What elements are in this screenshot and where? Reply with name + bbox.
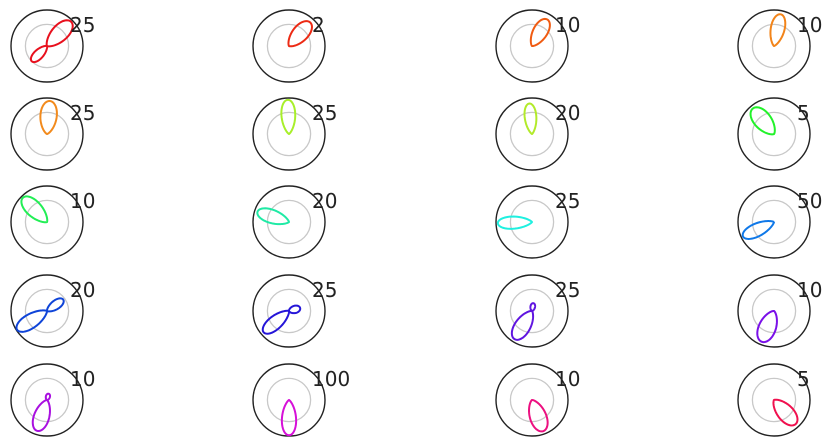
radial-grid-circle: [509, 199, 555, 245]
polar-frame: [495, 97, 569, 171]
radial-max-label: 10: [70, 189, 95, 213]
polar-frame: [252, 185, 326, 259]
radial-max-label: 25: [312, 278, 337, 302]
radial-max-label: 25: [555, 189, 580, 213]
polar-panel: 20: [252, 185, 337, 259]
radial-max-label: 25: [555, 278, 580, 302]
polar-frame: [10, 274, 84, 348]
polar-panel: 10: [737, 9, 822, 83]
polar-frame: [737, 185, 811, 259]
series-line: [510, 302, 537, 341]
polar-panel: 25: [10, 97, 95, 171]
polar-panel: 10: [10, 185, 95, 259]
series-line: [280, 98, 297, 135]
radial-grid-circle: [509, 111, 555, 157]
polar-panel: 10: [495, 363, 580, 437]
polar-panel: 25: [10, 9, 95, 83]
polar-frame: [10, 97, 84, 171]
series-line: [749, 106, 776, 136]
series-line: [29, 19, 74, 64]
polar-frame: [737, 363, 811, 437]
series-line: [39, 99, 58, 135]
series-line: [756, 309, 778, 344]
radial-grid-circle: [751, 377, 797, 423]
radial-grid-circle: [509, 23, 555, 69]
series-line: [769, 13, 787, 47]
radial-max-label: 5: [797, 367, 810, 391]
radial-max-label: 25: [312, 101, 337, 125]
radial-grid-circle: [751, 23, 797, 69]
polar-panel: 10: [495, 9, 580, 83]
polar-panel: 10: [737, 274, 822, 348]
polar-frame: [252, 274, 326, 348]
series-line: [256, 207, 290, 226]
radial-grid-circle: [24, 199, 70, 245]
radial-max-label: 100: [312, 367, 350, 391]
polar-panel: 5: [737, 363, 811, 437]
series-line: [496, 215, 533, 230]
series-line: [772, 398, 799, 427]
polar-frame: [495, 185, 569, 259]
series-line: [741, 220, 775, 240]
polar-frame: [10, 363, 84, 437]
polar-frame: [252, 9, 326, 83]
polar-frame: [495, 9, 569, 83]
polar-panel: 10: [10, 363, 95, 437]
radial-grid-circle: [266, 23, 312, 69]
radial-grid-circle: [509, 288, 555, 334]
polar-frame: [10, 185, 84, 259]
polar-frame: [737, 97, 811, 171]
polar-panel: 20: [10, 274, 95, 348]
radial-max-label: 10: [555, 367, 580, 391]
series-line: [15, 297, 65, 333]
polar-panel: 50: [737, 185, 822, 259]
radial-grid-circle: [751, 111, 797, 157]
polar-frame: [10, 9, 84, 83]
series-line: [31, 392, 52, 433]
polar-frame: [252, 97, 326, 171]
radial-grid-circle: [24, 288, 70, 334]
radial-max-label: 2: [312, 13, 325, 37]
radial-max-label: 50: [797, 189, 822, 213]
polar-panel: 25: [495, 185, 580, 259]
radial-max-label: 10: [797, 278, 822, 302]
polar-panel: 25: [252, 97, 337, 171]
radial-grid-circle: [266, 288, 312, 334]
radial-max-label: 10: [797, 13, 822, 37]
polar-panel: 25: [252, 274, 337, 348]
series-line: [528, 398, 549, 433]
polar-frame: [737, 274, 811, 348]
polar-panel: 5: [737, 97, 811, 171]
radial-grid-circle: [266, 111, 312, 157]
radial-grid-circle: [24, 111, 70, 157]
radial-max-label: 25: [70, 101, 95, 125]
polar-frame: [495, 363, 569, 437]
radial-max-label: 5: [797, 101, 810, 125]
series-line: [523, 102, 538, 135]
series-line: [261, 304, 302, 335]
polar-panel: 20: [495, 97, 580, 171]
polar-panel: 2: [252, 9, 326, 83]
radial-grid-circle: [24, 23, 70, 69]
radial-max-label: 10: [555, 13, 580, 37]
polar-frame: [737, 9, 811, 83]
series-line: [529, 17, 551, 48]
series-line: [287, 20, 313, 48]
series-line: [20, 195, 49, 224]
polar-panel: 100: [252, 363, 350, 437]
radial-max-label: 10: [70, 367, 95, 391]
radial-grid-circle: [266, 377, 312, 423]
radial-max-label: 25: [70, 13, 95, 37]
polar-panel: 25: [495, 274, 580, 348]
polar-frame: [495, 274, 569, 348]
series-line: [280, 399, 298, 437]
radial-max-label: 20: [555, 101, 580, 125]
radial-max-label: 20: [70, 278, 95, 302]
radial-max-label: 20: [312, 189, 337, 213]
radial-grid-circle: [751, 199, 797, 245]
